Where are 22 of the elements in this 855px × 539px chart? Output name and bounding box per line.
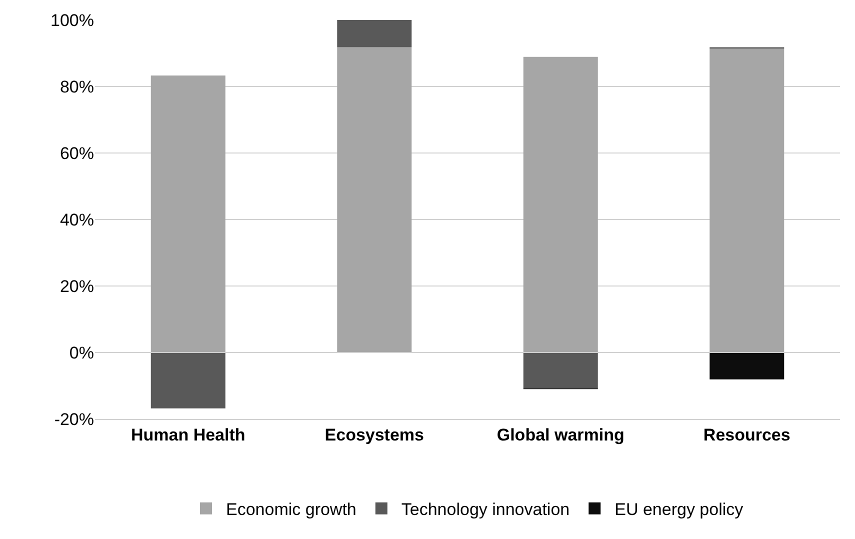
x-tick-label: Human Health [130,425,246,444]
x-tick-label: Ecosystems [324,425,424,444]
bar [523,56,598,352]
legend-label: EU energy policy [614,500,744,519]
legend-label: Economic growth [226,500,356,519]
bar [150,352,226,408]
bar [337,20,412,48]
y-tick-label: 20% [60,276,94,296]
y-tick-label: 0% [69,343,94,362]
y-tick-label: 40% [60,210,94,230]
bar [710,352,784,380]
bar [523,352,598,388]
bar [710,48,784,352]
x-tick-label: Global warming [496,425,624,444]
legend-label: Technology innovation [401,500,570,519]
y-tick-label: 100% [50,10,94,30]
y-tick-label: -20% [54,410,94,429]
bar [150,76,226,352]
y-tick-label: 60% [60,144,94,163]
y-tick-label: 80% [60,77,94,96]
x-tick-label: Resources [703,425,790,444]
bar [337,47,412,352]
